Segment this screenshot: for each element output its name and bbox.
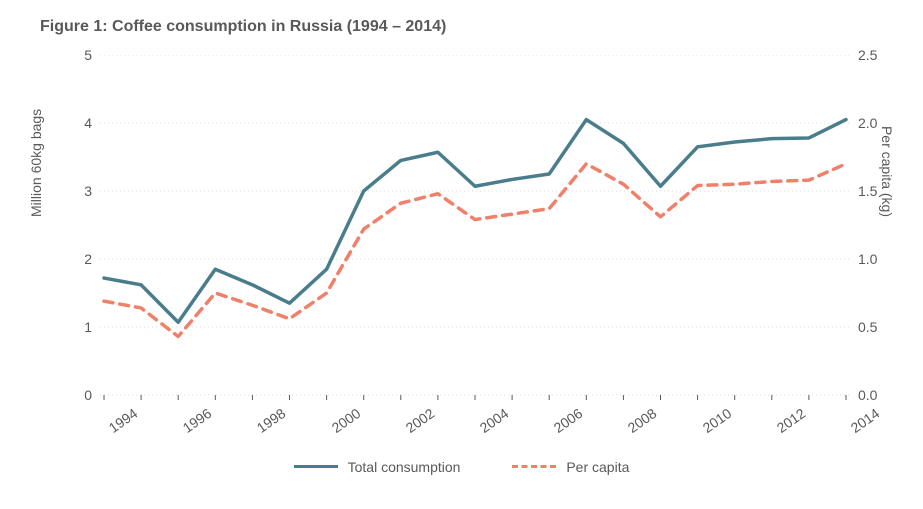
x-tick: 2002 — [402, 405, 437, 436]
y-left-tick: 3 — [52, 183, 92, 199]
y-left-tick: 1 — [52, 319, 92, 335]
figure-title: Figure 1: Coffee consumption in Russia (… — [40, 18, 446, 36]
x-tick: 1994 — [106, 405, 141, 436]
legend-label-percapita: Per capita — [566, 459, 629, 475]
legend-item-percapita: Per capita — [512, 459, 629, 475]
y-right-tick: 1.0 — [858, 251, 898, 267]
x-tick: 2014 — [848, 405, 883, 436]
y-left-tick: 0 — [52, 387, 92, 403]
x-tick: 2006 — [551, 405, 586, 436]
x-tick: 1998 — [254, 405, 289, 436]
chart-svg — [100, 55, 850, 403]
y-right-tick: 2.0 — [858, 115, 898, 131]
y-left-tick: 2 — [52, 251, 92, 267]
figure-container: Figure 1: Coffee consumption in Russia (… — [0, 0, 923, 509]
legend-swatch-total — [294, 465, 338, 468]
legend-swatch-percapita — [512, 465, 556, 468]
y-left-tick: 4 — [52, 115, 92, 131]
y-right-tick: 0.0 — [858, 387, 898, 403]
series-per_capita — [104, 164, 846, 337]
plot-area — [100, 55, 850, 395]
legend-item-total: Total consumption — [294, 459, 461, 475]
x-tick: 2012 — [773, 405, 808, 436]
y-right-tick: 1.5 — [858, 183, 898, 199]
x-tick: 2004 — [477, 405, 512, 436]
x-tick: 2008 — [625, 405, 660, 436]
y-left-tick: 5 — [52, 47, 92, 63]
y-right-tick: 2.5 — [858, 47, 898, 63]
x-tick: 2000 — [328, 405, 363, 436]
y-right-tick: 0.5 — [858, 319, 898, 335]
x-tick: 2010 — [699, 405, 734, 436]
y-axis-right-label: Per capita (kg) — [879, 126, 895, 217]
legend: Total consumption Per capita — [0, 455, 923, 475]
x-tick: 1996 — [180, 405, 215, 436]
legend-label-total: Total consumption — [348, 459, 461, 475]
y-axis-left-label: Million 60kg bags — [28, 109, 44, 217]
